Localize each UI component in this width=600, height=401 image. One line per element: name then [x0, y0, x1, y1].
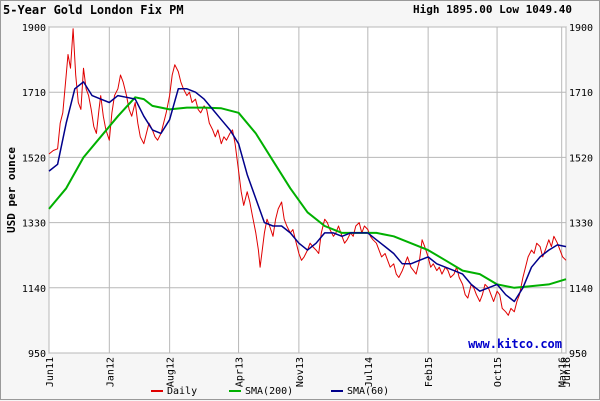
x-tick-label: Aug12: [166, 357, 177, 387]
y-tick-label: 1330: [569, 219, 593, 230]
x-tick-label: Apr13: [235, 357, 246, 387]
y-tick-label: 1710: [569, 88, 593, 99]
y-tick-label: 1520: [22, 153, 46, 164]
grid-lines: [48, 26, 567, 354]
watermark: www.kitco.com: [468, 337, 562, 351]
legend: Daily SMA(200) SMA(60): [151, 386, 389, 397]
y-tick-label: 1330: [22, 219, 46, 230]
y-axis-left: 1900 1710 1520 1330 1140 950: [22, 23, 46, 360]
x-tick-label: May16: [558, 357, 569, 387]
x-tick-label: Oct15: [493, 357, 504, 387]
y-tick-label: 950: [28, 349, 46, 360]
legend-label: SMA(60): [347, 386, 389, 397]
x-axis: Jun11 Jan12 Aug12 Apr13 Nov13 Jul14 Feb15 Oct15…: [45, 357, 573, 387]
legend-label: SMA(200): [245, 386, 293, 397]
y-tick-label: 1140: [569, 284, 593, 295]
x-tick-label: Jun16: [562, 357, 573, 387]
y-tick-label: 1710: [22, 88, 46, 99]
series-line-sma-60: [48, 81, 567, 303]
x-tick-label: Jul14: [364, 357, 375, 387]
y-tick-label: 1520: [569, 153, 593, 164]
x-tick-label: Nov13: [295, 357, 306, 387]
legend-label: Daily: [167, 386, 197, 397]
series-group: [48, 28, 567, 316]
series-line-daily: [48, 28, 567, 316]
y-axis-label: USD per ounce: [5, 147, 18, 233]
y-tick-label: 1900: [22, 23, 46, 34]
x-tick-label: Jan12: [105, 357, 116, 387]
y-tick-label: 950: [569, 349, 587, 360]
series-line-sma-200: [48, 96, 567, 289]
plot-area: [48, 26, 567, 354]
x-tick-label: Feb15: [424, 357, 435, 387]
y-tick-label: 1900: [569, 23, 593, 34]
chart-title: 5-Year Gold London Fix PM: [3, 3, 184, 17]
high-low-readout: High 1895.00 Low 1049.40: [413, 3, 572, 16]
y-axis-right: 1900 1710 1520 1330 1140 950: [569, 23, 593, 360]
y-tick-label: 1140: [22, 284, 46, 295]
x-tick-label: Jun11: [45, 357, 56, 387]
